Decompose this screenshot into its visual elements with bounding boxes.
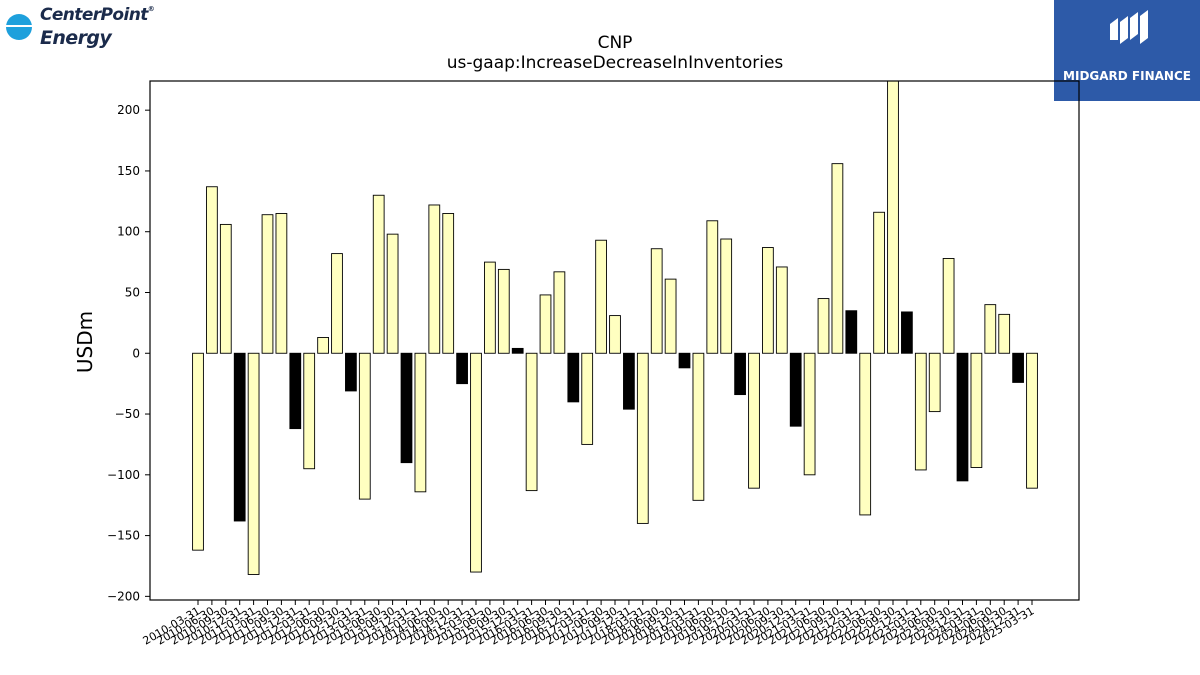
bar-2010-09-30 (219, 223, 232, 354)
y-axis-label: USDm (73, 311, 97, 373)
bar-2020-12-31 (789, 352, 802, 427)
bar-2013-09-30 (386, 233, 399, 354)
bar-2012-12-31 (345, 352, 357, 392)
bar-2023-03-31 (914, 352, 927, 471)
bar-2014-03-31 (414, 352, 427, 493)
y-tick-label: 100 (117, 225, 140, 239)
bar-2012-09-30 (331, 253, 343, 354)
midgard-logo-icon (1110, 10, 1148, 44)
bar-2021-09-30 (831, 163, 844, 354)
bar-2024-12-31 (1012, 352, 1024, 383)
chart-subtitle: us-gaap:IncreaseDecreaseInInventories (447, 53, 784, 73)
bar-2019-09-30 (720, 238, 733, 354)
bar-2020-06-30 (762, 247, 774, 354)
y-tick-label: 200 (117, 103, 140, 117)
bar-2010-03-31 (192, 352, 204, 551)
y-tick-label: −150 (107, 529, 140, 543)
bar-2014-09-30 (442, 213, 455, 354)
bar-2022-03-31 (859, 352, 872, 516)
chart-title: CNP (598, 33, 633, 53)
bar-2015-12-31 (511, 347, 524, 354)
logo-line-1: CenterPoint® (40, 5, 155, 25)
x-axis-ticks: 2010-03-312010-06-302010-09-302010-12-31… (141, 600, 1037, 648)
bar-2024-09-30 (998, 313, 1011, 354)
bar-2023-06-30 (928, 352, 941, 413)
bar-2010-12-31 (233, 352, 246, 522)
bar-2013-03-31 (358, 352, 371, 500)
bar-2015-03-31 (470, 352, 482, 573)
bar-2017-12-31 (623, 352, 635, 410)
bar-2018-06-30 (650, 248, 663, 354)
midgard-logo-text: MIDGARD FINANCE (1063, 69, 1191, 83)
bar-2016-12-31 (567, 352, 580, 403)
bar-2011-06-30 (261, 214, 274, 354)
bar-2015-06-30 (484, 261, 496, 354)
y-axis-ticks: −200 −150 −100 −50 0 50 100 150 200 (107, 103, 150, 603)
bar-2021-06-30 (817, 298, 830, 354)
bar-2011-12-31 (289, 352, 302, 430)
bar-2013-06-30 (372, 194, 385, 354)
bar-2014-12-31 (456, 352, 468, 385)
bar-2011-03-31 (247, 352, 260, 575)
bar-2020-09-30 (775, 266, 788, 354)
bar-2024-03-31 (970, 352, 983, 468)
midgard-finance-logo: MIDGARD FINANCE (1054, 0, 1200, 101)
logo-line-2: Energy (40, 27, 112, 49)
bar-2021-03-31 (803, 352, 816, 476)
bar-2023-09-30 (942, 258, 955, 354)
bar-2017-09-30 (609, 315, 621, 354)
bar-2018-12-31 (678, 352, 691, 369)
bar-2019-06-30 (706, 220, 719, 354)
bar-2016-06-30 (539, 294, 552, 354)
bar-2016-03-31 (525, 352, 538, 492)
bar-2015-09-30 (497, 268, 510, 354)
y-tick-label: 50 (125, 285, 140, 299)
bar-2017-06-30 (595, 239, 607, 354)
bar-2013-12-31 (400, 352, 413, 464)
y-tick-label: 150 (117, 164, 140, 178)
bar-2018-09-30 (664, 278, 677, 354)
bar-2023-12-31 (956, 352, 969, 482)
bar-2025-03-31 (1026, 352, 1038, 489)
centerpoint-energy-logo: CenterPoint® Energy (4, 4, 155, 56)
bar-2010-06-30 (206, 186, 218, 354)
y-tick-label: −50 (115, 407, 140, 421)
bar-2022-09-30 (887, 80, 899, 354)
centerpoint-globe-icon (6, 14, 40, 40)
bar-2022-06-30 (873, 211, 885, 354)
bar-2019-03-31 (692, 352, 705, 501)
bar-2014-06-30 (428, 204, 441, 354)
plot-frame (149, 80, 1080, 601)
y-tick-label: −200 (107, 589, 140, 603)
y-tick-label: 0 (132, 346, 140, 360)
bars-group (192, 80, 1038, 575)
bar-2020-03-31 (748, 352, 760, 489)
bar-2019-12-31 (734, 352, 746, 396)
bar-2022-12-31 (901, 311, 913, 354)
bar-2024-06-30 (984, 304, 997, 354)
bar-2012-06-30 (317, 337, 329, 354)
y-tick-label: −100 (107, 468, 140, 482)
bar-2018-03-31 (636, 352, 649, 524)
bar-2016-09-30 (553, 271, 566, 354)
bar-2012-03-31 (303, 352, 316, 470)
bar-2021-12-31 (845, 310, 858, 354)
bar-2017-03-31 (581, 352, 594, 445)
bar-2011-09-30 (275, 213, 288, 354)
